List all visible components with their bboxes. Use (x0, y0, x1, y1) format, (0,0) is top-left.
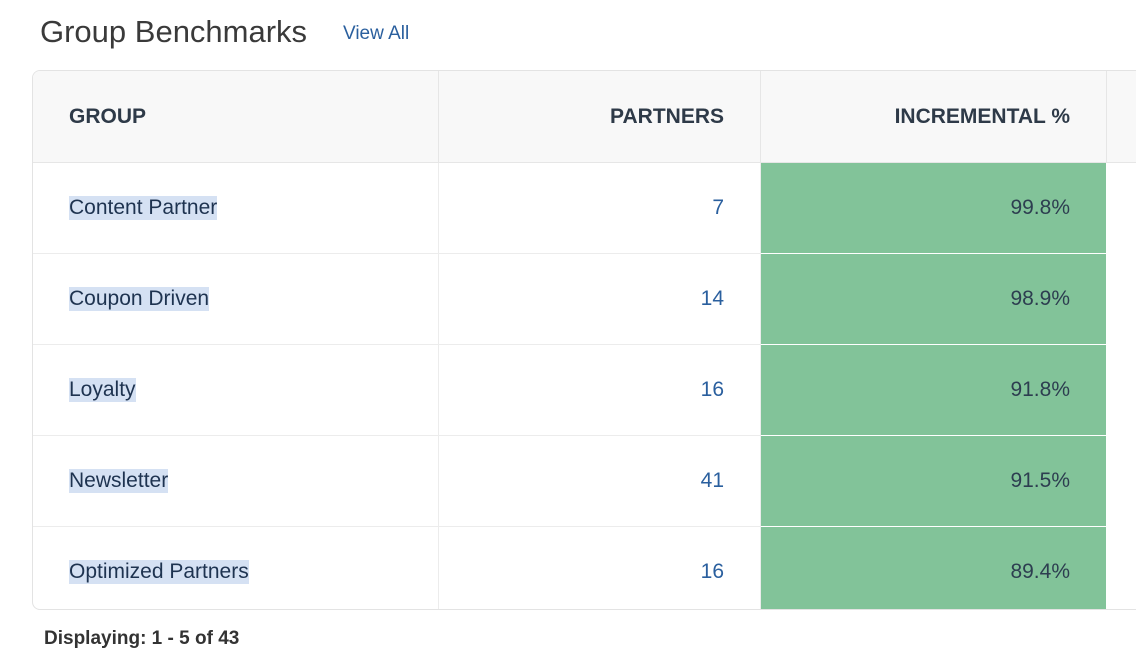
group-name: Content Partner (33, 163, 439, 254)
row-filler (1107, 345, 1136, 436)
header-filler (1107, 71, 1136, 163)
group-name: Loyalty (33, 345, 439, 436)
partners-count[interactable]: 41 (439, 436, 761, 527)
partners-count[interactable]: 7 (439, 163, 761, 254)
incremental-pct: 89.4% (761, 527, 1107, 609)
pagination-info: Displaying: 1 - 5 of 43 (44, 628, 240, 649)
view-all-link[interactable]: View All (343, 23, 410, 44)
row-filler (1107, 254, 1136, 345)
table: GROUP PARTNERS INCREMENTAL % Content Partne… (32, 70, 1136, 610)
cell-text: Loyalty (69, 378, 136, 402)
row-filler (1107, 527, 1136, 609)
row-filler (1107, 163, 1136, 254)
partners-count[interactable]: 16 (439, 345, 761, 436)
cell-text: Coupon Driven (69, 287, 210, 311)
incremental-pct: 91.8% (761, 345, 1107, 436)
group-name: Optimized Partners (33, 527, 439, 609)
cell-text: Optimized Partners (69, 560, 249, 584)
partners-count[interactable]: 14 (439, 254, 761, 345)
group-name: Coupon Driven (33, 254, 439, 345)
cell-text: Newsletter (69, 469, 169, 493)
incremental-pct: 91.5% (761, 436, 1107, 527)
column-header[interactable]: PARTNERS (439, 71, 761, 163)
partners-count[interactable]: 16 (439, 527, 761, 609)
incremental-pct: 99.8% (761, 163, 1107, 254)
column-header[interactable]: INCREMENTAL % (761, 71, 1107, 163)
column-header[interactable]: GROUP (33, 71, 439, 163)
incremental-pct: 98.9% (761, 254, 1107, 345)
cell-text: Content Partner (69, 196, 218, 220)
section-title: Group Benchmarks (40, 14, 308, 49)
row-filler (1107, 436, 1136, 527)
group-name: Newsletter (33, 436, 439, 527)
